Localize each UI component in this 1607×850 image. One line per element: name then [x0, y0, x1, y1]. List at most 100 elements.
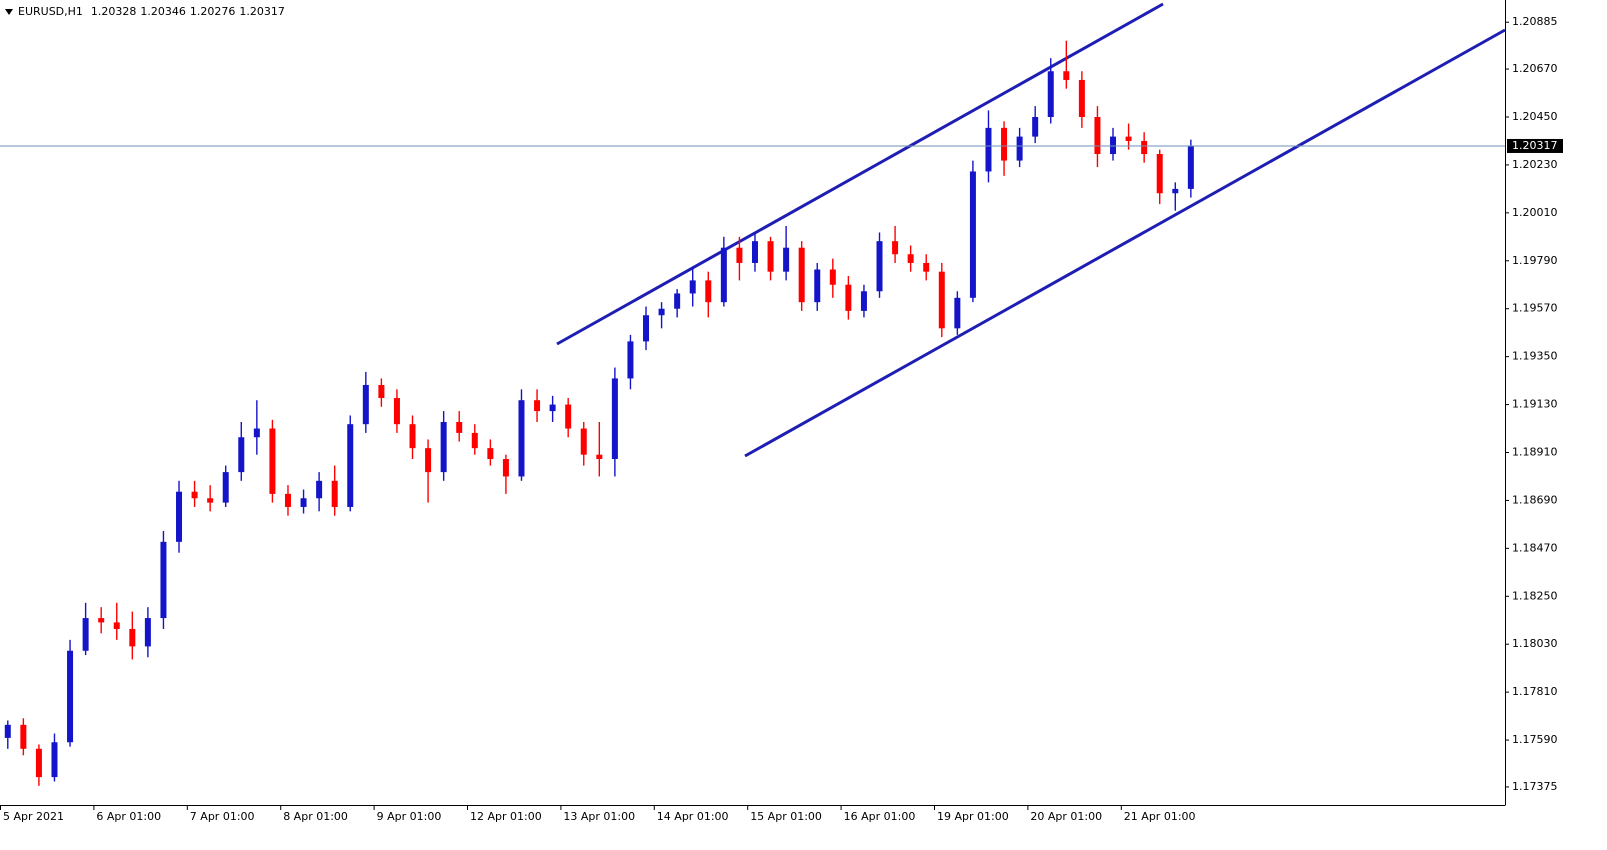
candle-body [829, 269, 836, 285]
candle-body [1032, 116, 1039, 137]
candle-body [798, 247, 805, 303]
candle-body [518, 400, 525, 477]
candle-body [751, 241, 758, 263]
y-tick-label: 1.17590 [1512, 733, 1558, 746]
y-tick-label: 1.19350 [1512, 350, 1558, 363]
candle-body [1110, 136, 1117, 155]
candle-body [1187, 145, 1194, 189]
candle-body [207, 498, 214, 503]
candle-body [783, 247, 790, 272]
candle-body [1125, 136, 1132, 141]
y-tick-label: 1.18030 [1512, 637, 1558, 650]
candle-body [378, 384, 385, 399]
x-tick-label: 16 Apr 01:00 [844, 810, 916, 823]
candle-body [300, 498, 307, 507]
x-tick-label: 21 Apr 01:00 [1124, 810, 1196, 823]
candle-body [892, 241, 899, 255]
x-tick-label: 13 Apr 01:00 [563, 810, 635, 823]
candle-body [736, 247, 743, 263]
y-tick-label: 1.18250 [1512, 589, 1558, 602]
candle-body [160, 541, 167, 619]
y-tick-label: 1.20885 [1512, 15, 1558, 28]
candle-body [20, 724, 27, 749]
candle-body [284, 493, 291, 507]
candle-body [674, 293, 681, 309]
candle-body [222, 472, 229, 503]
candle-body [534, 400, 541, 412]
candle-body [4, 724, 11, 738]
x-tick-label: 15 Apr 01:00 [750, 810, 822, 823]
x-tick-label: 19 Apr 01:00 [937, 810, 1009, 823]
symbol-label: EURUSD,H1 [18, 5, 83, 18]
header-ohlc-value: 1.20346 [140, 5, 186, 18]
candle-body [51, 742, 58, 778]
x-tick-label: 12 Apr 01:00 [470, 810, 542, 823]
candle-body [82, 618, 89, 651]
x-tick-label: 14 Apr 01:00 [657, 810, 729, 823]
candle-body [144, 618, 151, 647]
y-tick-label: 1.19570 [1512, 302, 1558, 315]
x-tick-label: 8 Apr 01:00 [283, 810, 348, 823]
candle-body [767, 241, 774, 272]
y-tick-label: 1.18910 [1512, 445, 1558, 458]
candle-body [487, 448, 494, 460]
candle-body [565, 404, 572, 429]
y-tick-label: 1.20450 [1512, 110, 1558, 123]
candle-body [1001, 127, 1008, 161]
candle-body [689, 280, 696, 294]
candle-body [954, 297, 961, 329]
candle-body [1094, 116, 1101, 155]
candle-body [129, 628, 136, 647]
candle-body [596, 454, 603, 460]
candle-body [611, 378, 618, 460]
candle-body [969, 171, 976, 298]
candle-body [331, 480, 338, 507]
candle-body [1016, 136, 1023, 161]
candle-body [658, 308, 665, 316]
candle-body [238, 437, 245, 473]
upper-trend-line [556, 2, 1164, 346]
x-tick-label: 20 Apr 01:00 [1030, 810, 1102, 823]
y-tick-label: 1.20670 [1512, 62, 1558, 75]
x-tick-label: 7 Apr 01:00 [190, 810, 255, 823]
candle-body [1047, 71, 1054, 117]
candle-body [938, 271, 945, 329]
candle-body [316, 480, 323, 499]
header-ohlc-value: 1.20317 [239, 5, 285, 18]
candle-body [176, 491, 183, 542]
y-tick-label: 1.19130 [1512, 398, 1558, 411]
candle-body [705, 280, 712, 303]
y-tick-label: 1.20010 [1512, 206, 1558, 219]
candle-body [347, 424, 354, 507]
candle-body [627, 341, 634, 379]
header-ohlc-value: 1.20276 [190, 5, 236, 18]
candle-body [985, 127, 992, 172]
lower-trend-line [744, 28, 1506, 458]
y-tick-label: 1.17810 [1512, 685, 1558, 698]
current-price-tag [1507, 138, 1563, 153]
x-tick-label: 5 Apr 2021 [3, 810, 64, 823]
y-tick-label: 1.18690 [1512, 493, 1558, 506]
candle-body [440, 421, 447, 473]
candle-body [580, 428, 587, 455]
candle-body [253, 428, 260, 438]
candle-body [113, 622, 120, 629]
candle-body [876, 241, 883, 292]
symbol-menu-arrow[interactable] [5, 9, 13, 15]
candle-body [269, 428, 276, 494]
candle-body [923, 262, 930, 272]
current-price-label: 1.20317 [1512, 139, 1558, 152]
candle-body [502, 459, 509, 477]
candle-body [409, 424, 416, 449]
candle-body [643, 315, 650, 342]
candle-body [1141, 140, 1148, 155]
candle-body [1078, 79, 1085, 117]
candle-body [67, 650, 74, 743]
y-tick-label: 1.20230 [1512, 158, 1558, 171]
candle-body [1063, 71, 1070, 80]
candle-body [549, 404, 556, 412]
candle-body [1156, 154, 1163, 194]
